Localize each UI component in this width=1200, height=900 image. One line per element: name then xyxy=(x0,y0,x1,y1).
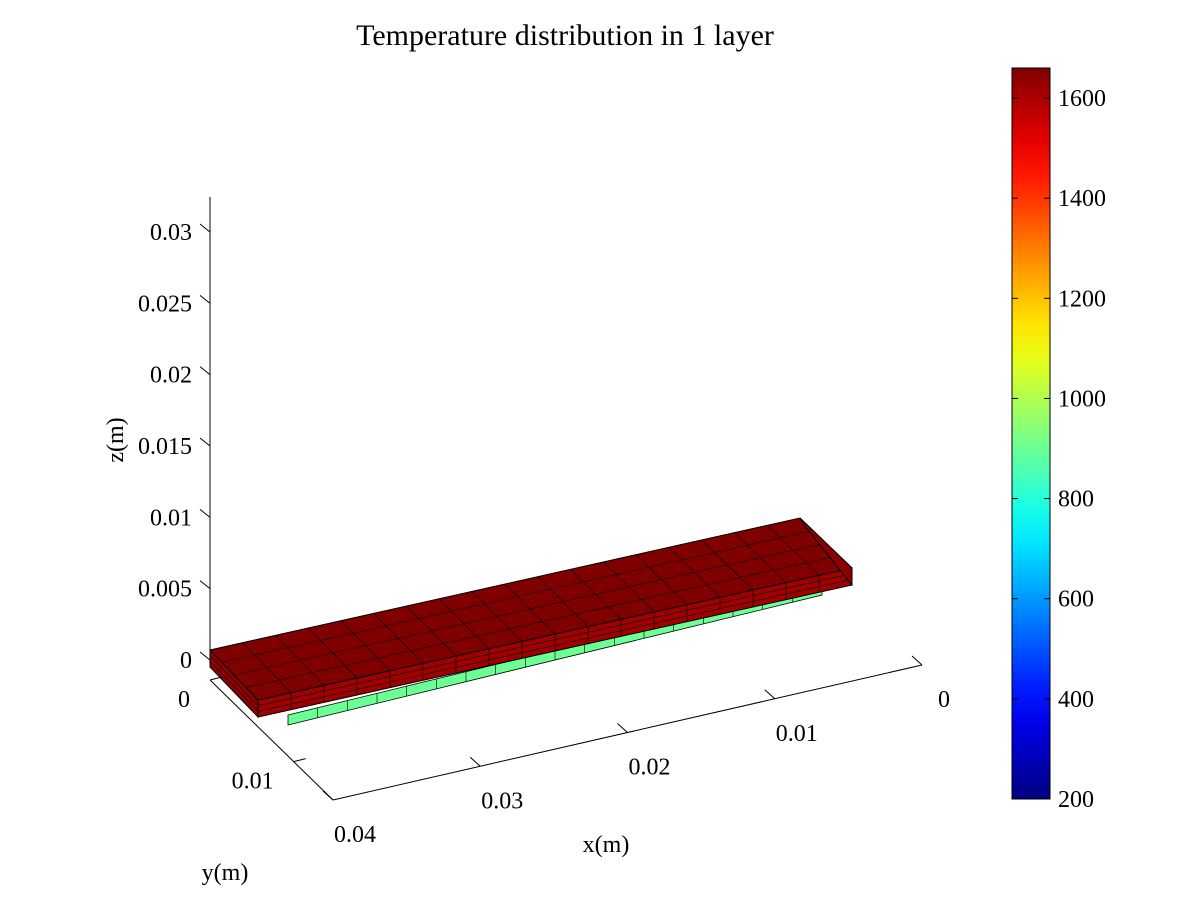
colorbar-tick-label: 600 xyxy=(1058,587,1094,613)
x-tick-label: 0.01 xyxy=(776,721,818,747)
top-face-grid-line xyxy=(373,613,424,664)
colorbar-tick-label: 400 xyxy=(1058,687,1094,713)
y-tick-label: 0.01 xyxy=(232,769,274,795)
z-tick-mark xyxy=(199,580,211,590)
y-axis-ticks: 00.01 xyxy=(178,676,306,795)
top-face-grid-line xyxy=(504,583,556,635)
x-tick-label: 0.03 xyxy=(481,788,523,814)
x-tick-mark xyxy=(911,655,923,666)
top-face-grid-line xyxy=(701,539,754,591)
top-face-grid-line xyxy=(308,627,358,679)
z-tick-mark xyxy=(199,437,211,447)
z-tick-label: 0.02 xyxy=(150,363,192,389)
colorbar-gradient xyxy=(1011,67,1051,800)
y-tick-label: 0 xyxy=(178,687,190,713)
colorbar-tick-label: 1000 xyxy=(1058,386,1106,412)
x-tick-mark xyxy=(469,756,481,767)
layer-right-end-face xyxy=(799,517,853,587)
x-axis-ticks: 0 0.01 0.02 0.03 0.04 xyxy=(322,655,950,848)
z-tick-label: 0.03 xyxy=(150,220,192,246)
top-face-grid-line xyxy=(668,547,721,598)
z-axis-ticks: 0 0.005 0.01 0.015 0.02 0.025 0.03 xyxy=(138,220,211,674)
colorbar: 200 400 600 800 1000 1200 1400 1600 xyxy=(1011,67,1106,813)
z-tick-label: 0 xyxy=(180,648,192,674)
top-face-grid-line xyxy=(406,605,457,657)
z-tick-mark xyxy=(199,223,211,233)
x-tick-label: 0.02 xyxy=(629,755,671,781)
top-face-grid-line xyxy=(537,576,589,627)
top-face-grid-line xyxy=(603,561,655,613)
x-tick-mark xyxy=(764,689,776,700)
colorbar-tick-label: 1400 xyxy=(1058,186,1106,212)
end-face-grid-line xyxy=(209,661,259,712)
top-face-grid-line xyxy=(242,642,292,693)
y-axis-label: y(m) xyxy=(202,860,249,886)
colorbar-tick-label: 1200 xyxy=(1058,286,1106,312)
z-tick-mark xyxy=(199,294,211,304)
y-axis-line xyxy=(209,679,334,801)
x-tick-label: 0.04 xyxy=(334,822,376,848)
z-tick-mark xyxy=(199,366,211,376)
top-face-grid-line xyxy=(439,598,490,649)
top-face-grid-line xyxy=(472,591,523,642)
deposited-layer xyxy=(209,517,854,726)
x-tick-mark xyxy=(617,723,628,733)
colorbar-tick-label: 800 xyxy=(1058,487,1094,513)
chart-title: Temperature distribution in 1 layer xyxy=(356,19,774,52)
end-face-grid-line xyxy=(209,655,259,706)
colorbar-tick-label: 200 xyxy=(1058,787,1094,813)
z-tick-label: 0.025 xyxy=(138,291,192,317)
z-axis-label: z(m) xyxy=(103,417,129,462)
x-axis-label: x(m) xyxy=(583,832,630,858)
z-tick-label: 0.005 xyxy=(138,577,192,603)
y-tick-mark xyxy=(209,676,223,681)
x-tick-mark xyxy=(322,790,334,801)
top-face-grid-line xyxy=(767,525,820,576)
top-face-grid-line xyxy=(340,620,391,671)
top-face-grid-line xyxy=(635,554,688,605)
x-tick-label: 0 xyxy=(938,687,950,713)
top-face-grid-line xyxy=(570,569,622,620)
z-tick-label: 0.015 xyxy=(138,434,192,460)
y-tick-mark xyxy=(293,758,306,763)
top-face-grid-line xyxy=(275,635,325,686)
z-tick-mark xyxy=(199,651,211,661)
colorbar-ticks: 200 400 600 800 1000 1200 1400 1600 xyxy=(1012,86,1106,813)
z-tick-mark xyxy=(199,508,211,518)
z-tick-label: 0.01 xyxy=(150,505,192,531)
top-face-grid-line xyxy=(734,532,787,583)
colorbar-tick-label: 1600 xyxy=(1058,86,1106,112)
